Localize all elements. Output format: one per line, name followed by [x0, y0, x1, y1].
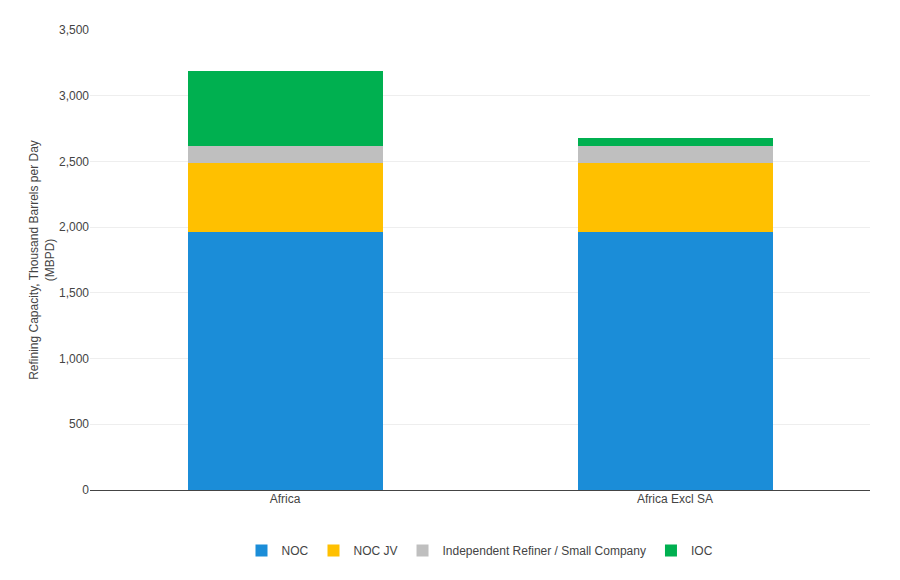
- svg-text:2,500: 2,500: [59, 155, 89, 169]
- svg-text:0: 0: [82, 483, 89, 497]
- svg-text:Africa: Africa: [270, 492, 301, 506]
- svg-text:1,000: 1,000: [59, 352, 89, 366]
- svg-text:2,000: 2,000: [59, 220, 89, 234]
- svg-text:IOC: IOC: [691, 544, 713, 558]
- svg-text:Africa Excl SA: Africa Excl SA: [637, 492, 713, 506]
- svg-text:NOC JV: NOC JV: [354, 544, 398, 558]
- svg-text:Refining Capacity, Thousand Ba: Refining Capacity, Thousand Barrels per …: [27, 140, 57, 380]
- svg-text:500: 500: [69, 417, 89, 431]
- svg-text:NOC: NOC: [282, 544, 309, 558]
- svg-text:1,500: 1,500: [59, 286, 89, 300]
- svg-text:3,000: 3,000: [59, 89, 89, 103]
- svg-text:Independent Refiner / Small Co: Independent Refiner / Small Company: [443, 544, 646, 558]
- svg-text:3,500: 3,500: [59, 23, 89, 37]
